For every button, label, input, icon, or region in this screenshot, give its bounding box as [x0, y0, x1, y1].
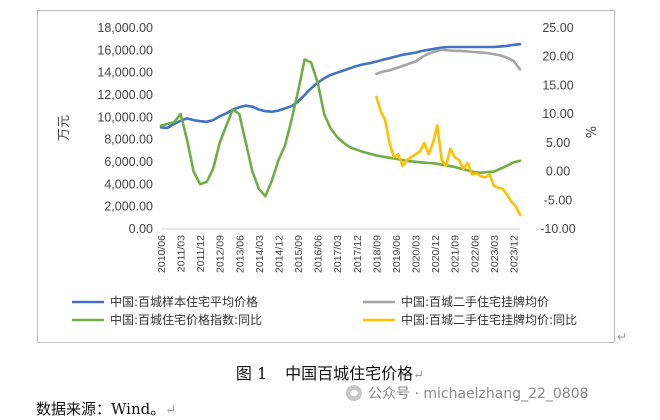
caption-return-mark: ↵: [413, 368, 425, 383]
y-right-tick-label: 15.00: [542, 78, 573, 92]
y-right-tick-label: 20.00: [542, 50, 573, 64]
y-left-tick-label: 12,000.00: [97, 88, 153, 102]
y-left-axis-title: 万元: [57, 115, 72, 141]
legend-label-1: 中国:百城样本住宅平均价格: [110, 294, 258, 309]
y-left-tick-label: 8,000.00: [104, 133, 153, 147]
y-right-tick-label: 25.00: [542, 21, 573, 35]
x-tick-label: 2010/06: [156, 235, 168, 273]
y-left-tick-label: 16,000.00: [97, 43, 153, 57]
x-tick-label: 2014/03: [254, 235, 266, 273]
x-tick-label: 2018/09: [371, 235, 383, 273]
x-tick-label: 2011/03: [176, 235, 188, 272]
y-right-tick-label: -10.00: [540, 222, 575, 236]
x-tick-label: 2022/06: [469, 235, 481, 273]
watermark-text: 公众号 · michaelzhang_22_0808: [368, 386, 589, 402]
legend-label-3: 中国:百城住宅价格指数:同比: [110, 312, 262, 327]
y-left-tick-label: 14,000.00: [97, 66, 153, 80]
x-tick-label: 2011/12: [195, 235, 207, 272]
x-tick-label: 2021/09: [450, 235, 462, 273]
y-right-tick-label: 0.00: [546, 165, 570, 179]
x-tick-label: 2023/12: [508, 235, 520, 273]
y-left-tick-label: 18,000.00: [97, 21, 153, 35]
y-left-tick-label: 10,000.00: [97, 110, 153, 124]
watermark: 公众号 · michaelzhang_22_0808: [346, 383, 589, 403]
x-tick-label: 2015/09: [293, 235, 305, 273]
wechat-icon: [346, 385, 362, 401]
x-tick-label: 2014/12: [273, 235, 285, 273]
source-return-mark: ↵: [165, 403, 177, 418]
series-line-3: [159, 58, 522, 198]
series-line-1: [159, 42, 522, 130]
y-left-tick-label: 0.00: [129, 222, 153, 236]
x-tick-label: 2016/06: [313, 235, 325, 273]
return-mark: ↵: [617, 330, 628, 344]
x-tick-label: 2017/03: [332, 235, 344, 273]
legend-label-4: 中国:百城二手住宅挂牌均价:同比: [401, 312, 577, 327]
x-tick-label: 2020/12: [430, 235, 442, 273]
chart-frame: 0.00 2,000.00 4,000.00 6,000.00 8,000.00 10,0…: [37, 10, 615, 343]
y-left-tick-label: 4,000.00: [104, 177, 153, 191]
y-right-tick-label: 5.00: [546, 136, 570, 150]
series-line-2: [375, 48, 522, 76]
chart-svg: 0.00 2,000.00 4,000.00 6,000.00 8,000.00 10,0…: [57, 21, 597, 327]
x-tick-label: 2013/06: [234, 235, 246, 273]
x-tick-label: 2017/12: [352, 235, 364, 273]
x-tick-label: 2020/03: [411, 235, 423, 273]
caption-title: 中国百城住宅价格: [285, 364, 414, 383]
caption-number: 图 1: [235, 364, 268, 383]
legend-label-2: 中国:百城二手住宅挂牌均价: [401, 294, 549, 309]
x-tick-label: 2012/09: [215, 235, 227, 273]
y-left-tick-label: 6,000.00: [104, 155, 153, 169]
x-tick-label: 2019/06: [391, 235, 403, 273]
source-text: 数据来源：Wind。: [36, 400, 166, 418]
data-source: 数据来源：Wind。↵: [36, 398, 176, 419]
y-right-axis-title: %: [582, 126, 597, 138]
series-line-4: [375, 95, 522, 216]
figure-caption: 图 1 中国百城住宅价格↵: [0, 360, 660, 384]
x-tick-label: 2023/03: [489, 235, 501, 273]
y-right-tick-label: -5.00: [544, 193, 573, 207]
y-left-tick-label: 2,000.00: [104, 200, 153, 214]
y-right-tick-label: 10.00: [542, 107, 573, 121]
